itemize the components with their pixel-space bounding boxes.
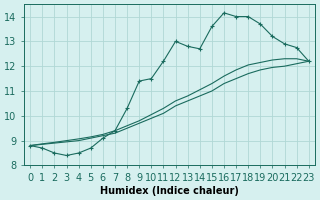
X-axis label: Humidex (Indice chaleur): Humidex (Indice chaleur) — [100, 186, 239, 196]
